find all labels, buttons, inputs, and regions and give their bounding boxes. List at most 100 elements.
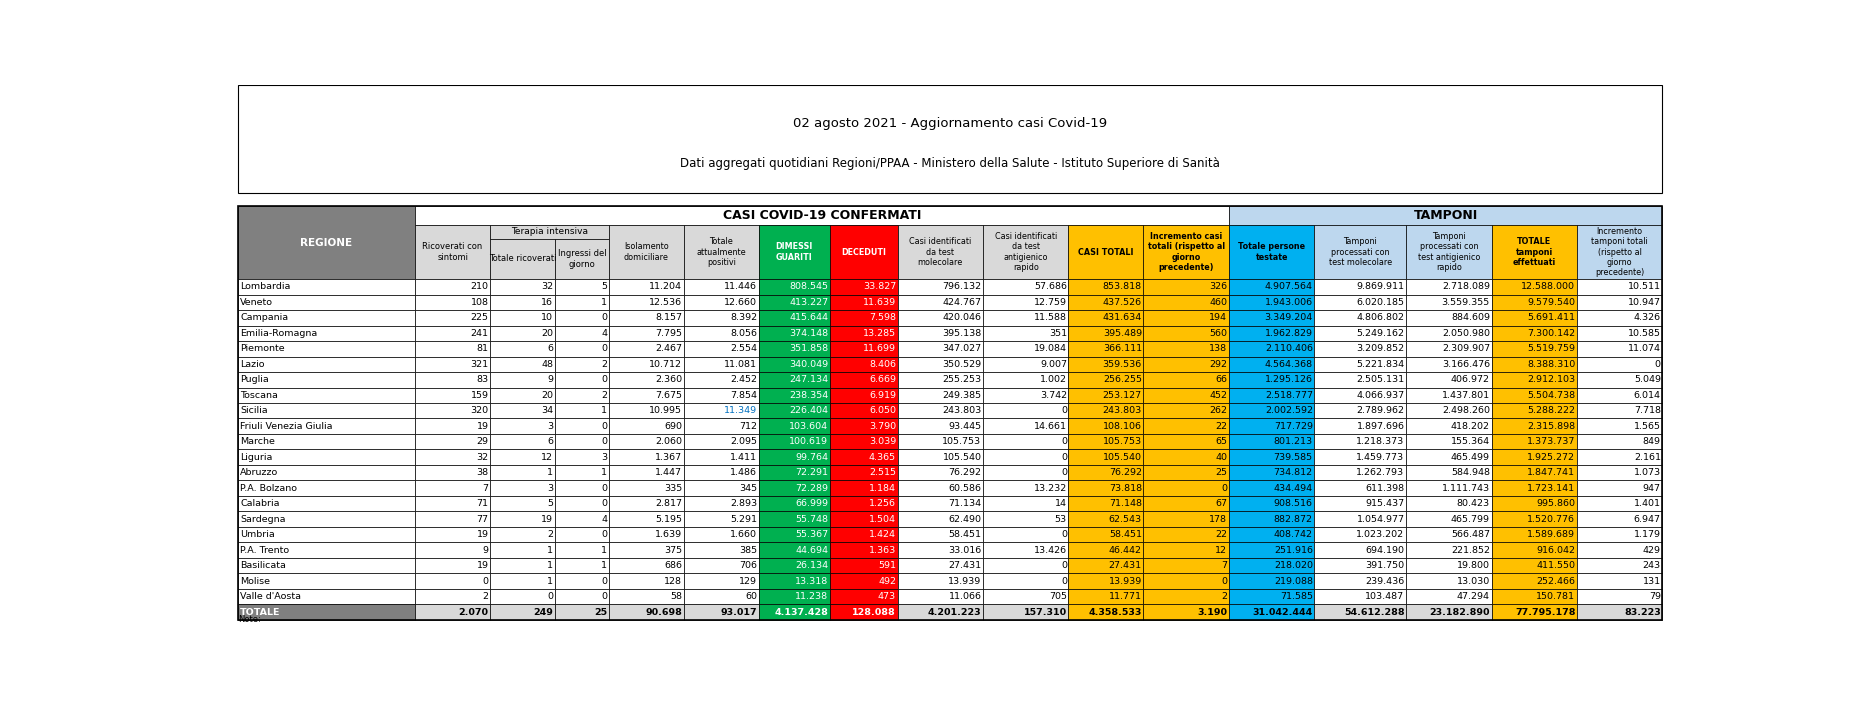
Bar: [237, 206, 415, 279]
Bar: [983, 449, 1068, 465]
Bar: [237, 85, 1663, 193]
Text: 5.049: 5.049: [1633, 375, 1661, 384]
Bar: [1314, 496, 1405, 511]
Text: 0: 0: [601, 577, 608, 585]
Text: 717.729: 717.729: [1274, 422, 1313, 431]
Bar: [415, 295, 489, 310]
Text: 251.916: 251.916: [1274, 545, 1313, 555]
Bar: [415, 310, 489, 325]
Text: Puglia: Puglia: [241, 375, 269, 384]
Text: 10.585: 10.585: [1628, 329, 1661, 337]
Bar: [1314, 325, 1405, 341]
Text: 66: 66: [1216, 375, 1227, 384]
Text: 0: 0: [601, 437, 608, 446]
Text: 385: 385: [740, 545, 758, 555]
Text: 1.023.202: 1.023.202: [1357, 530, 1405, 539]
Bar: [897, 449, 983, 465]
Text: 0: 0: [1060, 530, 1066, 539]
Bar: [897, 558, 983, 573]
Text: 83.223: 83.223: [1624, 607, 1661, 617]
Bar: [1144, 310, 1229, 325]
Text: 238.354: 238.354: [790, 391, 829, 399]
Text: 1.486: 1.486: [730, 468, 758, 477]
Text: 1.256: 1.256: [870, 499, 895, 508]
Text: 02 agosto 2021 - Aggiornamento casi Covid-19: 02 agosto 2021 - Aggiornamento casi Covi…: [794, 117, 1107, 130]
Bar: [1578, 496, 1663, 511]
Bar: [831, 225, 897, 279]
Text: 2.515: 2.515: [870, 468, 895, 477]
Text: 1: 1: [601, 468, 608, 477]
Text: 58: 58: [671, 592, 682, 601]
Bar: [608, 310, 684, 325]
Bar: [415, 341, 489, 357]
Bar: [608, 449, 684, 465]
Text: 12.759: 12.759: [1035, 298, 1066, 307]
Text: Sicilia: Sicilia: [241, 407, 267, 415]
Text: 19.800: 19.800: [1457, 561, 1491, 570]
Text: 3.559.355: 3.559.355: [1442, 298, 1491, 307]
Bar: [1068, 310, 1144, 325]
Bar: [1491, 325, 1578, 341]
Text: 9: 9: [482, 545, 489, 555]
Bar: [1405, 496, 1491, 511]
Bar: [1314, 403, 1405, 419]
Bar: [608, 279, 684, 295]
Bar: [1144, 543, 1229, 558]
Bar: [1144, 449, 1229, 465]
Bar: [983, 511, 1068, 527]
Text: CASI COVID-19 CONFERMATI: CASI COVID-19 CONFERMATI: [723, 209, 921, 222]
Bar: [1144, 225, 1229, 279]
Bar: [1405, 589, 1491, 604]
Text: 262: 262: [1209, 407, 1227, 415]
Bar: [1144, 279, 1229, 295]
Text: 7.598: 7.598: [870, 313, 895, 323]
Text: 10: 10: [541, 313, 552, 323]
Text: 65: 65: [1216, 437, 1227, 446]
Bar: [983, 403, 1068, 419]
Bar: [758, 225, 831, 279]
Text: 690: 690: [664, 422, 682, 431]
Text: 3.039: 3.039: [870, 437, 895, 446]
Text: 80.423: 80.423: [1457, 499, 1491, 508]
Bar: [1491, 527, 1578, 543]
Bar: [554, 357, 608, 372]
Bar: [684, 496, 758, 511]
Text: 7.718: 7.718: [1633, 407, 1661, 415]
Text: 694.190: 694.190: [1366, 545, 1405, 555]
Text: 1.589.689: 1.589.689: [1528, 530, 1576, 539]
Text: 560: 560: [1209, 329, 1227, 337]
Bar: [554, 481, 608, 496]
Text: 2.789.962: 2.789.962: [1357, 407, 1405, 415]
Bar: [758, 372, 831, 387]
Text: 3.349.204: 3.349.204: [1264, 313, 1313, 323]
Bar: [415, 325, 489, 341]
Bar: [1068, 573, 1144, 589]
Text: 7: 7: [1222, 561, 1227, 570]
Text: 53: 53: [1055, 515, 1066, 523]
Text: 138: 138: [1209, 345, 1227, 353]
Bar: [489, 325, 554, 341]
Bar: [237, 449, 415, 465]
Text: 1: 1: [601, 298, 608, 307]
Text: 2.893: 2.893: [730, 499, 758, 508]
Text: Sardegna: Sardegna: [241, 515, 286, 523]
Text: 252.466: 252.466: [1537, 577, 1576, 585]
Bar: [237, 573, 415, 589]
Text: Campania: Campania: [241, 313, 289, 323]
Text: 1: 1: [547, 545, 552, 555]
Text: 4: 4: [601, 329, 608, 337]
Text: 29: 29: [476, 437, 489, 446]
Text: 808.545: 808.545: [790, 283, 829, 291]
Text: Casi identificati
da test
molecolare: Casi identificati da test molecolare: [908, 237, 971, 267]
Bar: [1578, 465, 1663, 481]
Text: 431.634: 431.634: [1103, 313, 1142, 323]
Bar: [415, 589, 489, 604]
Bar: [1144, 419, 1229, 434]
Bar: [415, 279, 489, 295]
Bar: [489, 279, 554, 295]
Text: 4.326: 4.326: [1633, 313, 1661, 323]
Bar: [1314, 481, 1405, 496]
Bar: [1314, 511, 1405, 527]
Text: 225: 225: [471, 313, 489, 323]
Text: 7.675: 7.675: [654, 391, 682, 399]
